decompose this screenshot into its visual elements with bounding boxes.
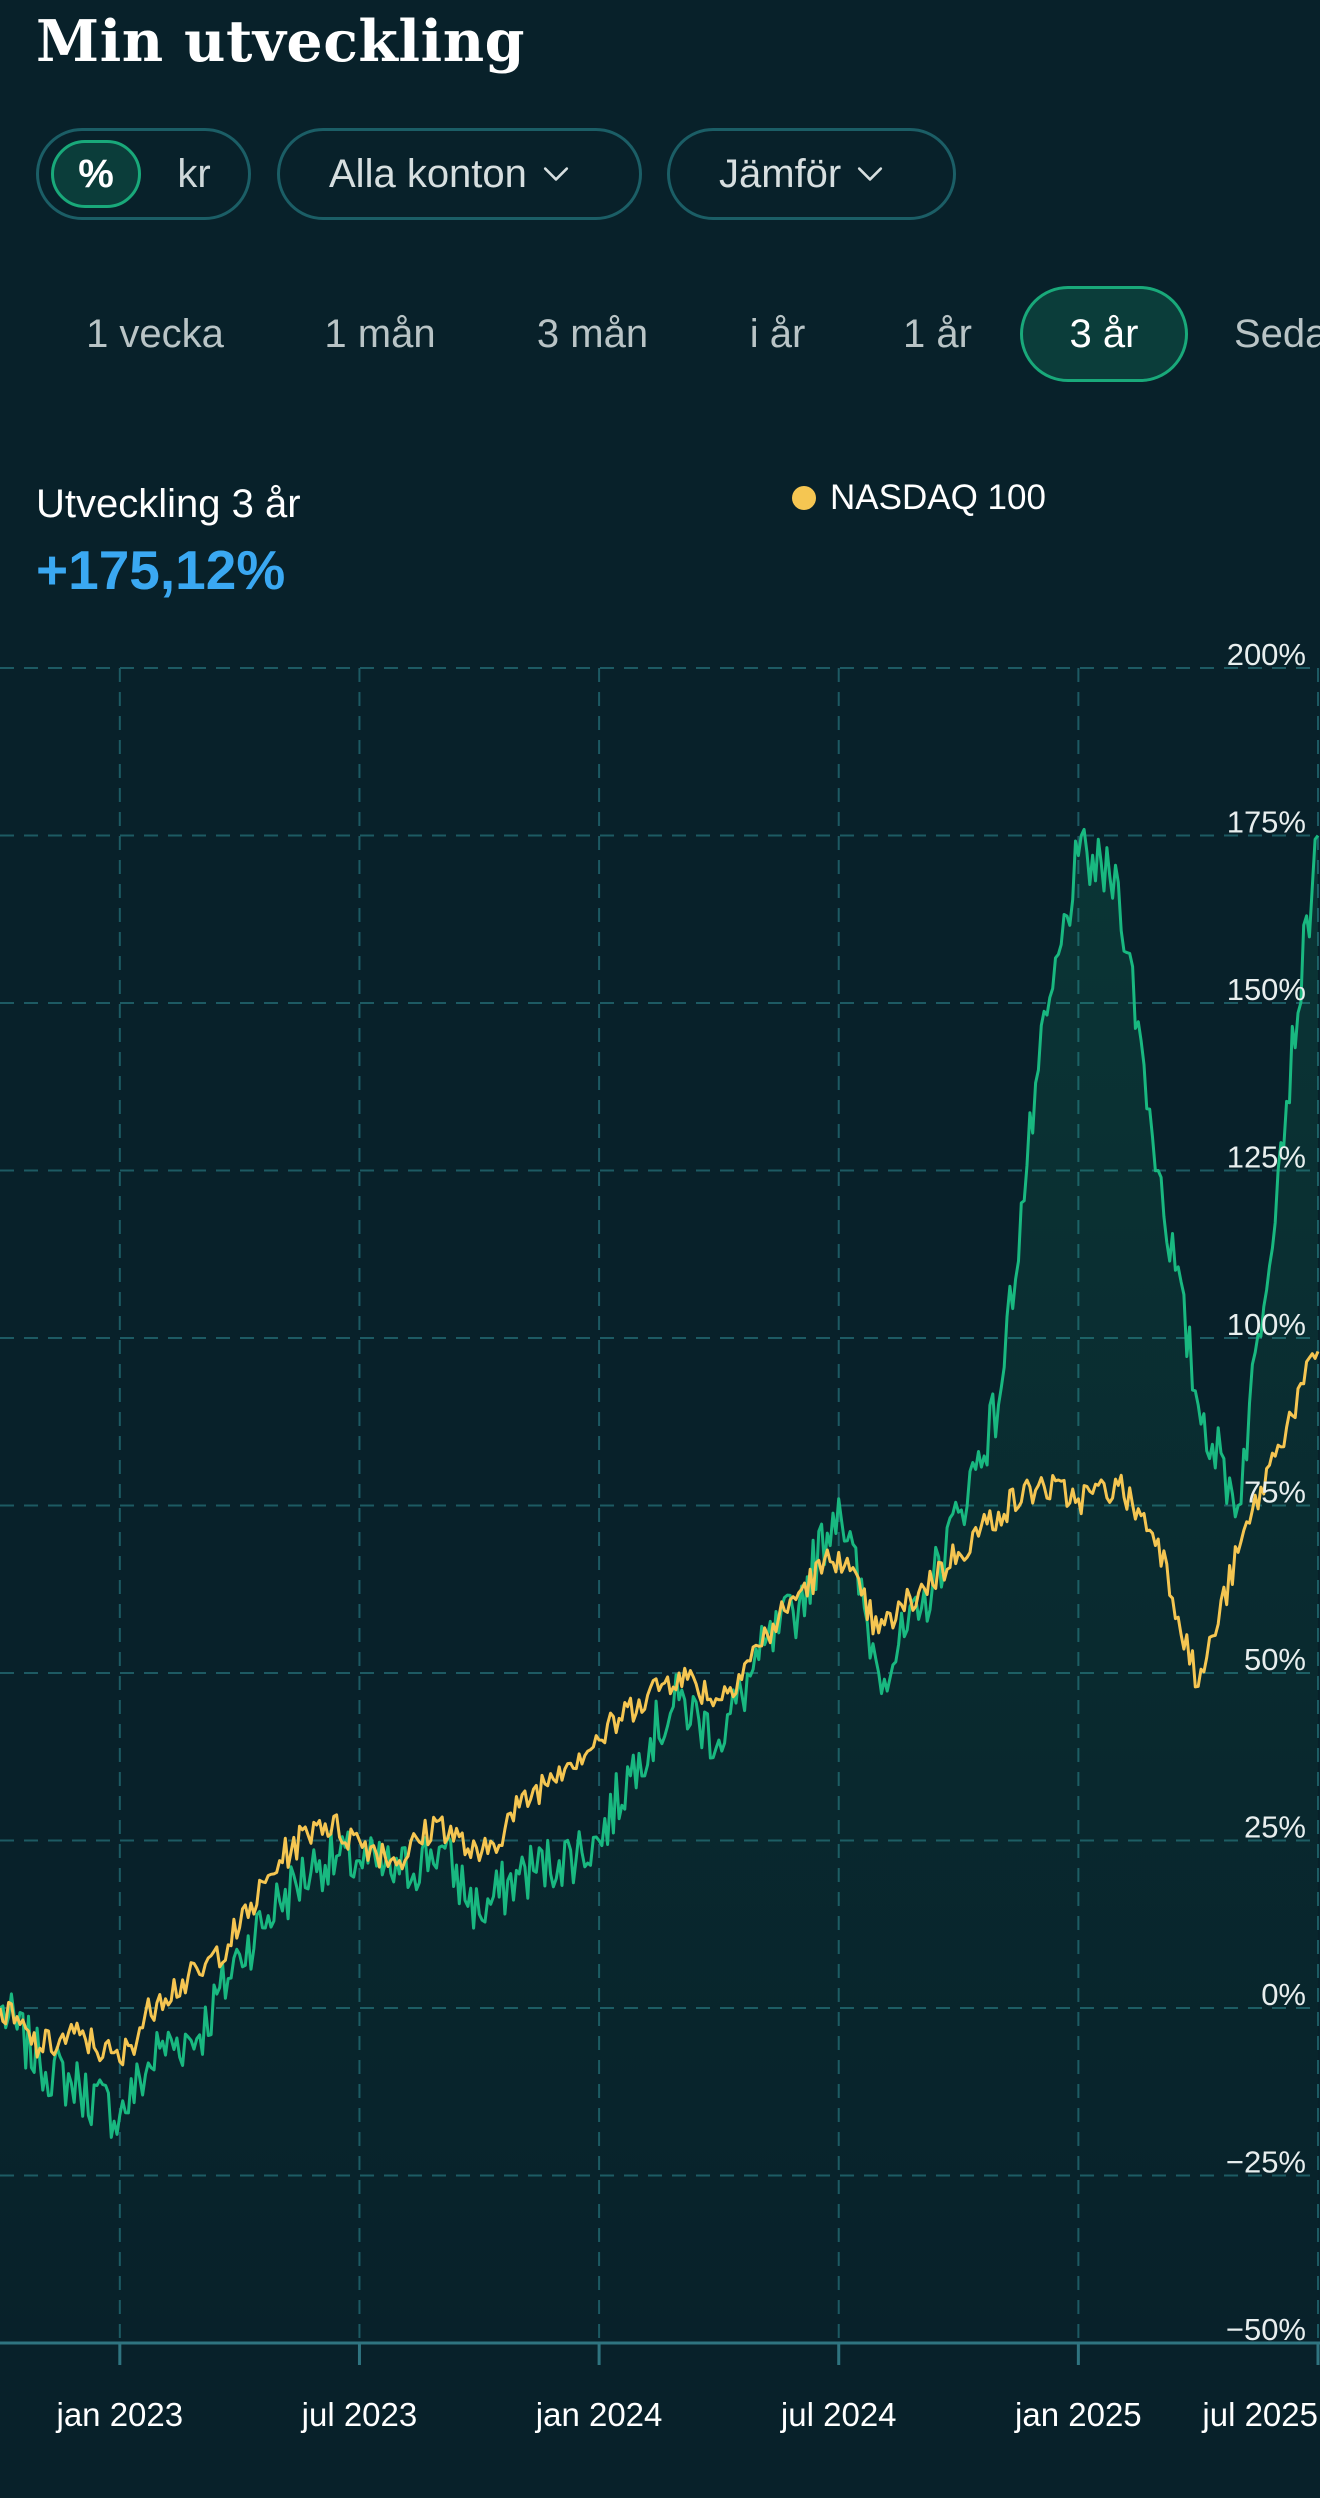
x-tick-label: jan 2024 [535,2396,663,2433]
accounts-dropdown[interactable]: Alla konton [277,128,642,220]
period-1-month[interactable]: 1 mån [324,311,436,356]
chevron-down-icon [543,167,569,181]
x-tick-label: jan 2023 [56,2396,184,2433]
y-tick-label: 175% [1227,805,1306,840]
period-3-months[interactable]: 3 mån [536,311,649,356]
y-tick-label: −50% [1226,2312,1306,2347]
portfolio-line [0,827,1320,2139]
period-3-years[interactable]: 3 år [1020,286,1188,382]
performance-chart[interactable]: 200% 175% 150% 125% 100% 75% 50% 25% 0% −25% −50% j… [0,620,1320,2498]
compare-dropdown-label: Jämför [719,151,842,196]
y-tick-label: −25% [1226,2145,1306,2180]
chevron-down-icon [858,167,883,181]
y-tick-label: 0% [1261,1977,1306,2012]
x-tick-label: jan 2025 [1014,2396,1142,2433]
benchmark-line [0,1350,1320,2067]
period-since-start[interactable]: Sedan start [1234,311,1320,356]
y-tick-label: 150% [1227,972,1306,1007]
period-1-week[interactable]: 1 vecka [86,311,224,356]
accounts-dropdown-label: Alla konton [329,151,527,196]
x-tick-label: jul 2024 [780,2396,897,2433]
summary-value: +175,12% [36,539,286,601]
unit-toggle[interactable]: % kr [36,128,251,220]
chart-legend: NASDAQ 100 [792,478,1046,518]
x-tick-label: jul 2023 [301,2396,418,2433]
y-tick-label: 100% [1227,1307,1306,1342]
period-1-year[interactable]: 1 år [903,311,972,356]
page-title: Min utveckling [36,8,525,75]
legend-label: NASDAQ 100 [830,478,1046,517]
period-selector: 1 vecka 1 mån 3 mån i år 1 år 3 år Sedan… [0,286,1320,382]
y-tick-label: 50% [1244,1642,1306,1677]
period-ytd[interactable]: i år [749,311,806,356]
y-tick-label: 25% [1244,1810,1306,1845]
unit-kr-option[interactable]: kr [177,151,211,196]
portfolio-area-fill [0,829,1318,2343]
legend-dot [792,486,816,510]
unit-percent-option[interactable]: % [51,140,141,208]
y-tick-label: 200% [1227,637,1306,672]
y-tick-label: 125% [1227,1140,1306,1175]
y-tick-label: 75% [1244,1475,1306,1510]
x-tick-label: jul 2025 [1201,2396,1318,2433]
compare-dropdown[interactable]: Jämför [667,128,956,220]
summary-label: Utveckling 3 år [36,482,301,526]
